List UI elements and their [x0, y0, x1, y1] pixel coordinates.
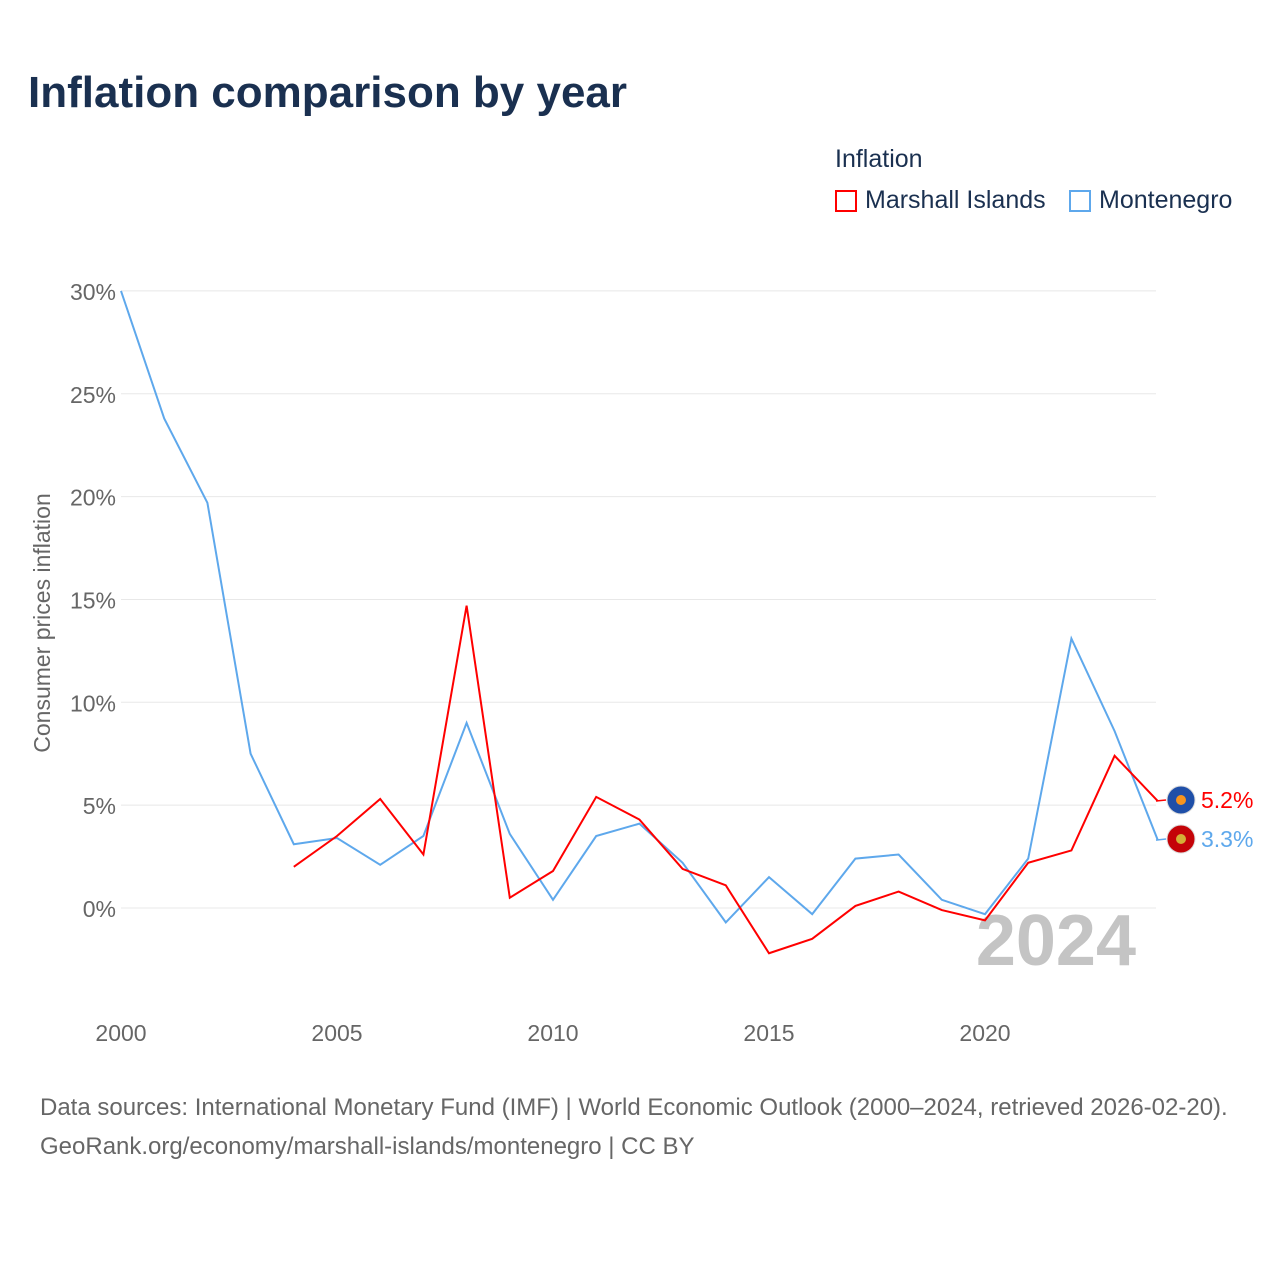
source-link[interactable]: GeoRank.org/economy/marshall-islands/mon…	[40, 1133, 695, 1160]
end-connector	[1155, 838, 1167, 841]
legend-item-marshall-islands[interactable]: Marshall Islands	[835, 186, 1046, 215]
data-sources: Data sources: International Monetary Fun…	[40, 1094, 1228, 1121]
x-tick-label: 2005	[311, 1020, 362, 1046]
end-value-label: 3.3%	[1201, 826, 1253, 852]
y-tick-label: 30%	[70, 279, 116, 305]
series-line-montenegro	[120, 290, 1159, 924]
x-tick-label: 2020	[959, 1020, 1010, 1046]
legend-item-montenegro[interactable]: Montenegro	[1069, 186, 1232, 215]
flag-emblem-icon	[1176, 834, 1186, 844]
flag-emblem-icon	[1176, 795, 1186, 805]
legend-swatch	[1069, 189, 1091, 212]
y-tick-label: 10%	[70, 690, 116, 716]
footer: Data sources: International Monetary Fun…	[40, 1088, 1250, 1166]
end-connector	[1155, 799, 1167, 802]
legend-label: Montenegro	[1099, 186, 1233, 214]
x-tick-label: 2010	[527, 1020, 578, 1046]
legend-swatch	[835, 189, 857, 212]
end-value-label: 5.2%	[1201, 787, 1253, 813]
y-tick-label: 20%	[70, 485, 116, 511]
chart-title: Inflation comparison by year	[28, 68, 628, 117]
y-tick-label: 15%	[70, 587, 116, 613]
y-tick-label: 5%	[83, 793, 116, 819]
y-tick-label: 25%	[70, 382, 116, 408]
year-watermark: 2024	[976, 901, 1136, 981]
y-tick-label: 0%	[83, 896, 116, 922]
x-tick-label: 2015	[743, 1020, 794, 1046]
series-line-marshall-islands	[293, 605, 1159, 955]
y-axis-label: Consumer prices inflation	[29, 493, 55, 753]
x-tick-label: 2000	[95, 1020, 146, 1046]
legend-title: Inflation	[835, 145, 923, 173]
legend-label: Marshall Islands	[865, 186, 1046, 214]
